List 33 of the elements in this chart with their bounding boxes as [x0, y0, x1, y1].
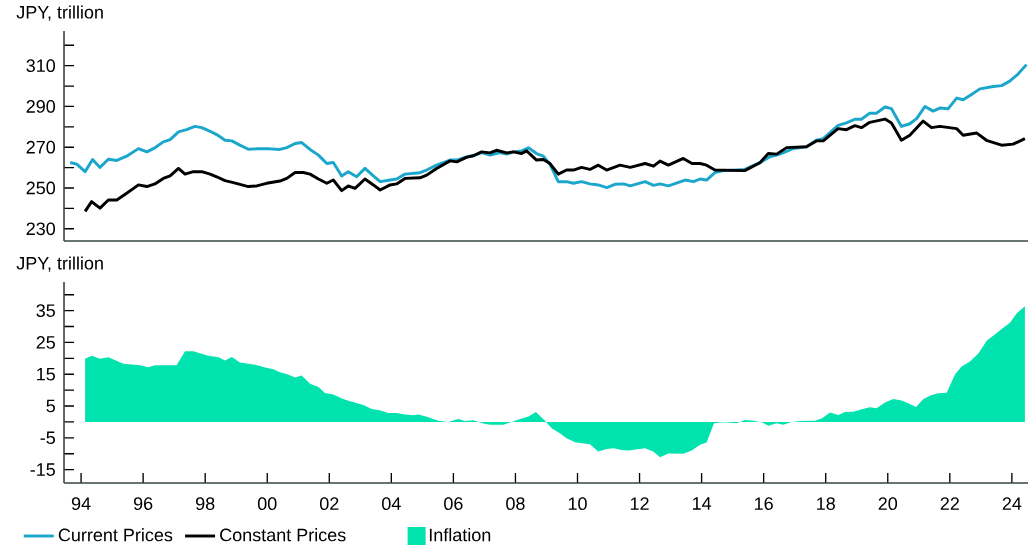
y-tick-label: -15 — [30, 463, 55, 476]
y-tick-label: 15 — [37, 367, 55, 381]
legend-label: Inflation — [429, 528, 491, 542]
legend-label: Constant Prices — [220, 528, 346, 542]
x-tick-label: 16 — [755, 497, 773, 510]
x-tick-label: 02 — [319, 497, 339, 510]
x-tick-label: 96 — [133, 497, 153, 510]
x-tick-label: 04 — [382, 497, 401, 510]
x-tick-label: 08 — [506, 497, 525, 510]
y-tick-label: 290 — [26, 100, 56, 113]
x-tick-label: 22 — [940, 497, 959, 510]
y-tick-label: -5 — [40, 431, 55, 445]
legend-label: Current Prices — [58, 528, 173, 542]
x-tick-label: 10 — [568, 497, 587, 510]
x-tick-label: 94 — [71, 497, 91, 510]
x-tick-label: 06 — [444, 497, 463, 510]
x-tick-label: 20 — [878, 497, 898, 510]
x-tick-label: 12 — [630, 497, 649, 510]
y-axis-title: JPY, trillion — [16, 256, 103, 272]
x-tick-label: 18 — [817, 497, 835, 510]
x-tick-label: 98 — [196, 497, 215, 510]
x-tick-label: 00 — [257, 497, 277, 510]
line-series — [83, 117, 1027, 213]
y-tick-label: 310 — [26, 59, 56, 73]
y-tick-label: 25 — [36, 336, 55, 349]
y-tick-label: 5 — [46, 399, 55, 413]
y-tick-label: 250 — [26, 181, 56, 195]
y-tick-label: 230 — [26, 222, 56, 236]
x-tick-label: 24 — [1002, 497, 1022, 510]
y-tick-label: 270 — [26, 140, 56, 154]
y-tick-label: 35 — [36, 304, 55, 317]
x-tick-label: 14 — [692, 497, 712, 510]
y-axis-title: JPY, trillion — [16, 5, 103, 21]
